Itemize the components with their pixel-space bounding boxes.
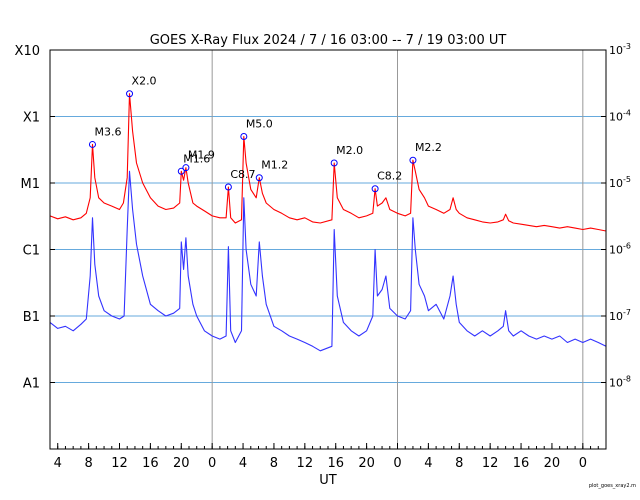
x-tick-label: 12 bbox=[297, 456, 314, 471]
x-tick-label: 20 bbox=[544, 456, 561, 471]
y-tick-label-right: 10-5 bbox=[609, 175, 631, 190]
x-tick-label: 4 bbox=[424, 456, 432, 471]
footer-note: plot_goes_xray2.m bbox=[589, 483, 636, 489]
flare-marker bbox=[255, 174, 263, 182]
x-tick-label: 16 bbox=[513, 456, 530, 471]
flare-markers: M3.6 X2.0 M1.6M1.9 C8.7 M5.0 M1.2 M2.0 C8.2 M2.2 bbox=[88, 75, 442, 193]
y-tick-label-right: 10-6 bbox=[609, 242, 631, 257]
y-tick-label-left: A1 bbox=[23, 377, 40, 392]
y-tick-label-left: M1 bbox=[21, 177, 41, 192]
x-tick-label: 8 bbox=[270, 456, 278, 471]
flare-label: C8.7 bbox=[230, 168, 255, 181]
x-tick-label: 8 bbox=[84, 456, 92, 471]
y-tick-label-right: 10-3 bbox=[609, 42, 631, 57]
x-tick-label: 0 bbox=[579, 456, 587, 471]
x-tick-label: 4 bbox=[239, 456, 247, 471]
x-tick-label: 20 bbox=[173, 456, 190, 471]
y-tick-label-right: 10-7 bbox=[609, 308, 631, 323]
flare-marker bbox=[126, 90, 134, 98]
flare-label: M5.0 bbox=[246, 118, 273, 131]
axes: A1 B1 C1 M1 X1 X10 10-3 10-4 10-5 10-6 10-7 10-8 4 8 1… bbox=[15, 42, 631, 471]
x-axis-label: UT bbox=[319, 473, 337, 488]
flux-line-short bbox=[49, 170, 607, 352]
y-tick-label-left: B1 bbox=[23, 310, 40, 325]
flux-series bbox=[49, 93, 607, 352]
y-tick-label-right: 10-8 bbox=[609, 375, 631, 390]
x-tick-label: 4 bbox=[54, 456, 62, 471]
y-tick-label-left: X1 bbox=[23, 111, 40, 126]
flare-marker bbox=[371, 185, 379, 193]
x-tick-label: 0 bbox=[208, 456, 216, 471]
x-tick-label: 16 bbox=[142, 456, 159, 471]
y-tick-label-left: C1 bbox=[23, 244, 40, 259]
x-tick-label: 12 bbox=[111, 456, 128, 471]
x-tick-label: 0 bbox=[393, 456, 401, 471]
flare-label: C8.2 bbox=[377, 170, 402, 183]
flux-line-long bbox=[49, 93, 607, 232]
flare-label: M1.6 bbox=[183, 152, 210, 165]
flare-marker bbox=[88, 140, 96, 148]
flare-marker bbox=[182, 164, 190, 172]
flare-label: M2.0 bbox=[336, 144, 363, 157]
x-tick-label: 12 bbox=[482, 456, 499, 471]
x-tick-label: 16 bbox=[327, 456, 344, 471]
flare-marker bbox=[240, 133, 248, 141]
flare-label: M3.6 bbox=[94, 125, 121, 138]
x-tick-label: 8 bbox=[455, 456, 463, 471]
flare-marker bbox=[177, 167, 185, 175]
flare-marker bbox=[409, 156, 417, 164]
flare-label: X2.0 bbox=[132, 75, 157, 88]
flare-marker bbox=[330, 159, 338, 167]
flare-marker bbox=[224, 183, 232, 191]
flare-label: M2.2 bbox=[415, 141, 442, 154]
y-tick-label-left: X10 bbox=[15, 44, 40, 59]
x-tick-label: 20 bbox=[358, 456, 375, 471]
flare-label: M1.2 bbox=[261, 159, 288, 172]
y-tick-label-right: 10-4 bbox=[609, 109, 631, 124]
chart-title: GOES X-Ray Flux 2024 / 7 / 16 03:00 -- 7… bbox=[150, 33, 507, 48]
flare-label: M1.9 bbox=[188, 149, 215, 162]
